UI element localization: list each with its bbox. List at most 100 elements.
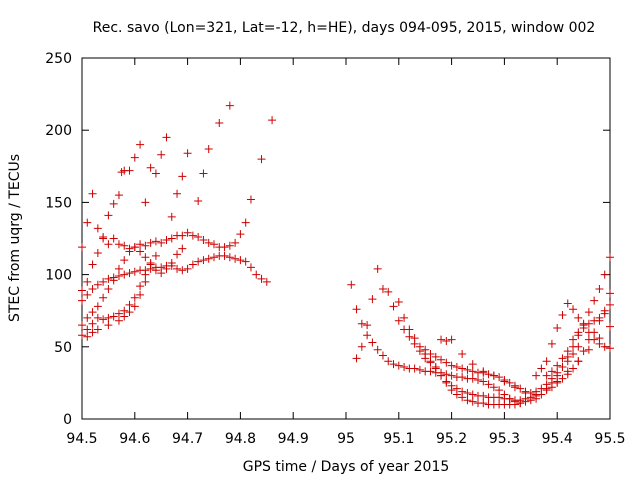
- data-point: [78, 296, 86, 305]
- data-point: [378, 285, 387, 294]
- data-point: [606, 300, 614, 309]
- data-point: [136, 282, 145, 291]
- data-point: [114, 264, 123, 273]
- data-point: [114, 309, 123, 318]
- data-point: [136, 240, 145, 249]
- data-point: [252, 270, 261, 279]
- data-point: [400, 363, 409, 372]
- data-point: [458, 364, 467, 373]
- data-point: [452, 384, 461, 393]
- data-point: [479, 377, 488, 386]
- data-point: [120, 256, 129, 265]
- data-point: [78, 243, 86, 252]
- data-point: [532, 394, 541, 403]
- data-point: [88, 328, 97, 337]
- data-point: [125, 166, 134, 175]
- data-point: [553, 361, 562, 370]
- data-point: [516, 384, 525, 393]
- data-point: [241, 257, 250, 266]
- data-point: [78, 286, 86, 295]
- data-point: [426, 350, 435, 359]
- data-point: [537, 364, 546, 373]
- data-point: [236, 256, 245, 265]
- data-point: [468, 397, 477, 406]
- data-point: [468, 390, 477, 399]
- data-point: [204, 254, 213, 263]
- data-point: [421, 345, 430, 354]
- data-point: [183, 264, 192, 273]
- data-point: [463, 389, 472, 398]
- data-point: [88, 189, 97, 198]
- data-point: [468, 374, 477, 383]
- data-point: [194, 196, 203, 205]
- data-point: [83, 290, 92, 299]
- data-point: [146, 259, 155, 268]
- data-point: [204, 144, 213, 153]
- data-point: [167, 234, 176, 243]
- data-point: [347, 280, 356, 289]
- data-point: [104, 313, 113, 322]
- data-point: [563, 370, 572, 379]
- x-tick-label: 95.2: [436, 431, 467, 447]
- data-point: [463, 396, 472, 405]
- data-point: [537, 390, 546, 399]
- data-point: [574, 357, 583, 366]
- data-point: [373, 264, 382, 273]
- data-point: [415, 342, 424, 351]
- data-point: [569, 342, 578, 351]
- data-point: [553, 378, 562, 387]
- data-point: [173, 264, 182, 273]
- y-tick-label: 200: [45, 123, 72, 139]
- data-point: [210, 240, 218, 249]
- data-point: [178, 266, 187, 275]
- x-axis-label: GPS time / Days of year 2015: [243, 459, 450, 475]
- data-point: [83, 277, 92, 286]
- data-point: [83, 325, 92, 334]
- data-point: [141, 198, 150, 207]
- data-point: [574, 328, 583, 337]
- data-point: [125, 247, 134, 256]
- data-point: [162, 235, 171, 244]
- data-point: [210, 253, 218, 262]
- data-point: [215, 118, 224, 127]
- data-point: [595, 316, 604, 325]
- data-point: [114, 191, 123, 200]
- data-point: [442, 358, 451, 367]
- data-point: [188, 231, 197, 240]
- data-point: [606, 253, 614, 262]
- data-point: [510, 383, 519, 392]
- data-point: [569, 335, 578, 344]
- data-point: [405, 325, 414, 334]
- data-point: [104, 321, 113, 330]
- data-point: [384, 357, 393, 366]
- data-point: [194, 257, 203, 266]
- data-point: [162, 133, 171, 142]
- data-point: [484, 380, 493, 389]
- y-tick-label: 250: [45, 51, 72, 67]
- data-point: [606, 289, 614, 298]
- data-point: [368, 338, 377, 347]
- data-point: [389, 360, 398, 369]
- data-point: [595, 285, 604, 294]
- data-point: [157, 150, 166, 159]
- data-point: [231, 254, 240, 263]
- data-point: [495, 386, 504, 395]
- data-point: [505, 378, 514, 387]
- data-point: [151, 237, 160, 246]
- data-point: [125, 269, 134, 278]
- data-point: [474, 376, 482, 385]
- data-point: [125, 300, 134, 309]
- data-point: [93, 313, 102, 322]
- data-point: [468, 367, 477, 376]
- y-axis-label: STEC from uqrg / TECUs: [7, 154, 23, 322]
- data-point: [125, 308, 134, 317]
- data-point: [173, 250, 182, 259]
- data-point: [569, 364, 578, 373]
- data-point: [563, 299, 572, 308]
- data-point: [109, 276, 118, 285]
- data-point: [130, 293, 139, 302]
- data-point: [141, 277, 150, 286]
- y-axis: 0 50 100 150 200 250: [45, 51, 610, 428]
- data-point: [426, 357, 435, 366]
